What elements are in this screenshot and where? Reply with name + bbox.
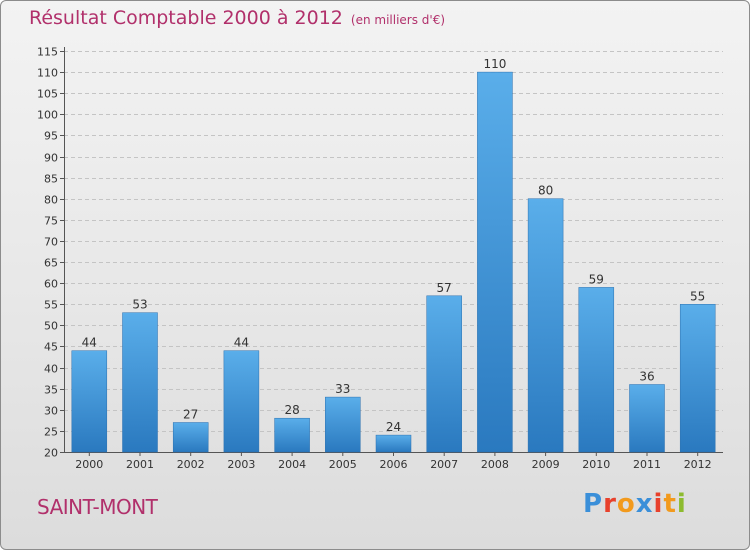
bar-2011[interactable] <box>629 384 665 453</box>
x-tick-label: 2003 <box>227 458 255 471</box>
y-tick-label: 100 <box>37 109 58 122</box>
data-label: 53 <box>132 298 147 312</box>
data-labels: 44 53 27 44 28 33 24 57 110 80 59 36 55 <box>82 57 706 434</box>
data-label: 44 <box>82 336 97 350</box>
y-tick-label: 30 <box>44 405 58 418</box>
y-tick-label: 55 <box>44 299 58 312</box>
data-label: 36 <box>639 370 654 384</box>
x-tick-label: 2010 <box>582 458 610 471</box>
bar-2004[interactable] <box>274 417 310 453</box>
data-label: 55 <box>690 289 705 303</box>
y-tick-label: 70 <box>44 236 58 249</box>
bars <box>71 71 716 453</box>
data-label: 33 <box>335 382 350 396</box>
x-tick-label: 2004 <box>278 458 306 471</box>
bar-2009[interactable] <box>527 198 564 453</box>
y-tick-label: 90 <box>44 152 58 165</box>
logo-letter: P <box>583 489 604 519</box>
bar-2010[interactable] <box>578 287 615 453</box>
x-tick-label: 2007 <box>430 458 458 471</box>
commune-name: SAINT-MONT <box>37 495 158 519</box>
data-label: 27 <box>183 408 198 422</box>
y-tick-label: 80 <box>44 194 58 207</box>
bar-2000[interactable] <box>71 350 108 453</box>
bar-2012[interactable] <box>679 304 716 453</box>
y-axis: 20 25 30 35 40 45 50 55 60 65 70 75 80 85 90 95 100 105 11… <box>37 46 723 460</box>
bar-2006[interactable] <box>375 434 412 453</box>
x-tick-label: 2006 <box>380 458 408 471</box>
bar-2008[interactable] <box>477 71 513 453</box>
y-tick-label: 95 <box>44 130 58 143</box>
y-tick-label: 115 <box>37 46 58 59</box>
y-tick-label: 35 <box>44 384 58 397</box>
data-label: 28 <box>284 403 299 417</box>
x-tick-label: 2000 <box>75 458 103 471</box>
logo-letter: o <box>616 489 636 519</box>
y-tick-label: 85 <box>44 173 58 186</box>
chart-subtitle: (en milliers d'€) <box>350 13 446 27</box>
y-tick-label: 45 <box>44 341 58 354</box>
chart-title-text: Résultat Comptable 2000 à 2012 <box>29 7 343 29</box>
grid-lines <box>64 51 723 453</box>
bar-2002[interactable] <box>172 422 209 453</box>
x-tick-label: 2009 <box>532 458 560 471</box>
y-tick-label: 105 <box>37 88 58 101</box>
x-tick-label: 2011 <box>633 458 661 471</box>
y-tick-label: 50 <box>44 320 58 333</box>
logo-letter: i <box>653 489 664 519</box>
x-tick-label: 2012 <box>684 458 712 471</box>
data-label: 24 <box>386 420 401 434</box>
y-tick-label: 25 <box>44 426 58 439</box>
logo-letter: i <box>676 489 687 519</box>
bar-2007[interactable] <box>426 295 462 453</box>
data-label: 80 <box>538 184 553 198</box>
chart-title: Résultat Comptable 2000 à 2012 (en millie… <box>29 7 445 29</box>
x-tick-label: 2005 <box>329 458 357 471</box>
bar-2005[interactable] <box>325 396 361 453</box>
logo-letter: t <box>663 489 677 519</box>
y-tick-label: 20 <box>44 447 58 460</box>
y-tick-label: 75 <box>44 215 58 228</box>
y-tick-label: 40 <box>44 363 58 376</box>
data-label: 110 <box>483 57 506 71</box>
data-label: 57 <box>437 281 452 295</box>
data-label: 44 <box>234 336 249 350</box>
y-tick-label: 65 <box>44 257 58 270</box>
x-tick-label: 2001 <box>126 458 154 471</box>
y-tick-label: 110 <box>37 67 58 80</box>
data-label: 59 <box>589 272 604 286</box>
proxiti-logo[interactable]: Proxiti <box>583 489 687 519</box>
x-axis: 2000 2001 2002 2003 2004 2005 2006 2007 2008 2009… <box>75 452 712 471</box>
bar-2003[interactable] <box>223 350 260 453</box>
logo-letter: x <box>635 489 654 519</box>
logo-letter: r <box>603 489 617 519</box>
bar-2001[interactable] <box>122 312 158 453</box>
y-tick-label: 60 <box>44 278 58 291</box>
x-tick-label: 2008 <box>481 458 509 471</box>
x-tick-label: 2002 <box>177 458 205 471</box>
